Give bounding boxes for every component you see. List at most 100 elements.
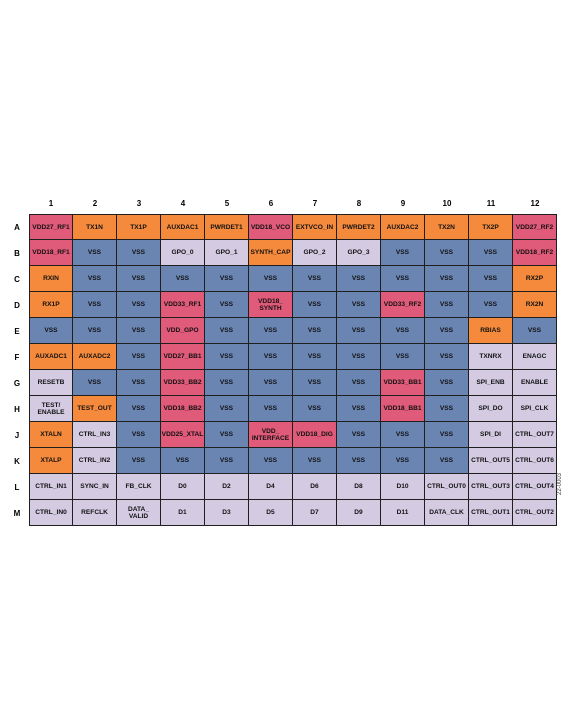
pin-cell: SPI_DI — [469, 422, 513, 448]
pin-cell: AUXDAC2 — [381, 214, 425, 240]
pin-cell: VSS — [337, 266, 381, 292]
pin-cell: VSS — [425, 448, 469, 474]
pin-cell: RBIAS — [469, 318, 513, 344]
pin-cell: VDD18_RF1 — [29, 240, 73, 266]
pin-cell: VSS — [469, 266, 513, 292]
pin-cell: VSS — [293, 266, 337, 292]
pin-cell: D3 — [205, 500, 249, 526]
pin-cell: ENABLE — [513, 370, 557, 396]
pin-cell: VDD27_RF1 — [29, 214, 73, 240]
pin-cell: VSS — [205, 344, 249, 370]
pin-cell: VSS — [205, 422, 249, 448]
pin-cell: CTRL_IN3 — [73, 422, 117, 448]
column-label: 4 — [180, 199, 186, 208]
pin-cell: VSS — [205, 266, 249, 292]
pin-cell: VSS — [205, 318, 249, 344]
row-label: L — [14, 483, 20, 492]
column-label: 12 — [530, 199, 540, 208]
pin-cell: VSS — [337, 422, 381, 448]
row-label: E — [14, 327, 20, 336]
row-label: F — [14, 353, 20, 362]
pin-cell: TX1N — [73, 214, 117, 240]
pin-cell: VSS — [293, 370, 337, 396]
pin-cell: VSS — [381, 344, 425, 370]
pin-cell: XTALN — [29, 422, 73, 448]
pin-cell: D5 — [249, 500, 293, 526]
pin-cell: VSS — [425, 370, 469, 396]
pin-cell: PWRDET2 — [337, 214, 381, 240]
column-label: 11 — [486, 199, 496, 208]
pin-cell: VDD27_BB1 — [161, 344, 205, 370]
pin-cell: CTRL_OUT7 — [513, 422, 557, 448]
pin-cell: RX2N — [513, 292, 557, 318]
pin-cell: D0 — [161, 474, 205, 500]
pin-cell: TEST_OUT — [73, 396, 117, 422]
pin-cell: VDD_ INTERFACE — [249, 422, 293, 448]
column-label: 9 — [400, 199, 406, 208]
pin-cell: VSS — [73, 318, 117, 344]
column-label: 2 — [92, 199, 98, 208]
pin-cell: DATA_CLK — [425, 500, 469, 526]
pin-cell: GPO_0 — [161, 240, 205, 266]
pin-cell: VSS — [73, 266, 117, 292]
column-label: 7 — [312, 199, 318, 208]
pin-cell: SPI_DO — [469, 396, 513, 422]
pin-cell: VSS — [425, 240, 469, 266]
pin-cell: GPO_3 — [337, 240, 381, 266]
pin-cell: VSS — [469, 292, 513, 318]
pin-cell: RESETB — [29, 370, 73, 396]
pin-cell: VSS — [249, 266, 293, 292]
column-label: 6 — [268, 199, 274, 208]
pin-cell: RXIN — [29, 266, 73, 292]
row-label: G — [13, 379, 21, 388]
pin-cell: TX2N — [425, 214, 469, 240]
pin-cell: VSS — [249, 448, 293, 474]
pin-cell: VSS — [117, 318, 161, 344]
pin-cell: TX2P — [469, 214, 513, 240]
pin-cell: XTALP — [29, 448, 73, 474]
pin-cell: VSS — [337, 318, 381, 344]
pin-cell: VSS — [337, 370, 381, 396]
pin-cell: VSS — [381, 240, 425, 266]
pin-cell: VDD18_RF2 — [513, 240, 557, 266]
pin-cell: VSS — [117, 266, 161, 292]
pin-cell: VSS — [425, 396, 469, 422]
row-label: B — [14, 249, 20, 258]
pin-cell: VDD18_ SYNTH — [249, 292, 293, 318]
pin-cell: VSS — [73, 292, 117, 318]
pin-cell: D9 — [337, 500, 381, 526]
pin-cell: TXNRX — [469, 344, 513, 370]
pin-cell: CTRL_IN2 — [73, 448, 117, 474]
row-label: A — [14, 223, 20, 232]
column-label: 5 — [224, 199, 230, 208]
pin-cell: REFCLK — [73, 500, 117, 526]
pin-cell: SYNTH_CAP — [249, 240, 293, 266]
pin-cell: RX2P — [513, 266, 557, 292]
pin-cell: GPO_2 — [293, 240, 337, 266]
column-label: 10 — [442, 199, 452, 208]
pin-cell: VSS — [381, 448, 425, 474]
pin-cell: VSS — [117, 448, 161, 474]
pin-cell: D10 — [381, 474, 425, 500]
pin-cell: VSS — [161, 448, 205, 474]
pin-cell: VSS — [293, 448, 337, 474]
pin-cell: CTRL_IN0 — [29, 500, 73, 526]
pin-cell: VSS — [469, 240, 513, 266]
column-label: 8 — [356, 199, 362, 208]
pin-grid: VDD27_RF1 TX1N TX1P AUXDAC1 PWRDET1 VDD18_VCO… — [29, 214, 557, 526]
row-label: J — [14, 431, 20, 440]
pin-cell: CTRL_OUT1 — [469, 500, 513, 526]
pin-cell: D11 — [381, 500, 425, 526]
pin-cell: VSS — [117, 396, 161, 422]
figure-id: 22-0003 — [557, 472, 563, 495]
pin-cell: VDD33_BB1 — [381, 370, 425, 396]
pin-cell: TEST/ ENABLE — [29, 396, 73, 422]
pin-cell: VDD27_RF2 — [513, 214, 557, 240]
pin-cell: VDD18_DIG — [293, 422, 337, 448]
pin-cell: VDD18_BB1 — [381, 396, 425, 422]
pin-cell: CTRL_OUT4 — [513, 474, 557, 500]
pin-cell: D6 — [293, 474, 337, 500]
pin-cell: CTRL_OUT2 — [513, 500, 557, 526]
pin-cell: VSS — [117, 292, 161, 318]
